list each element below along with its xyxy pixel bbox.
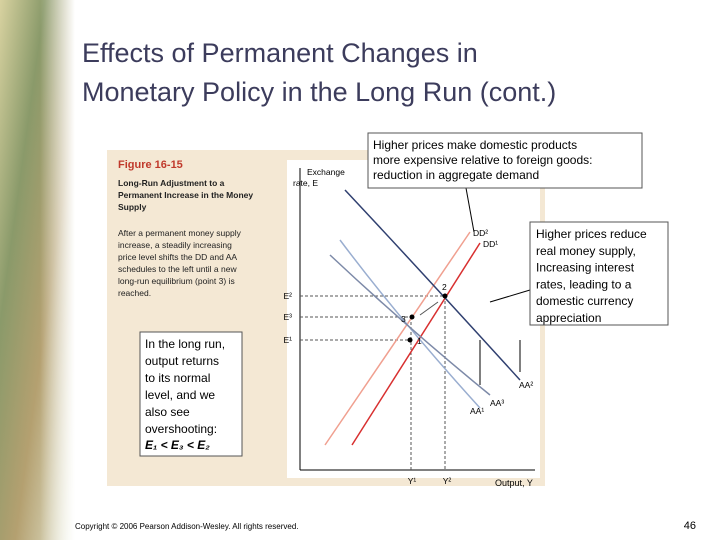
callout-box	[139, 331, 243, 457]
connectors	[465, 187, 531, 385]
aa2-curve	[344, 189, 521, 381]
copyright: Copyright © 2006 Pearson Addison-Wesley.…	[75, 522, 299, 531]
description-line: price level shifts the DD and AA	[118, 252, 237, 262]
e-label: E¹	[284, 335, 293, 345]
curve-label: AA¹	[470, 406, 484, 416]
callout-line: output returns	[145, 354, 219, 368]
figure-number: Figure 16-15	[118, 159, 183, 171]
description-line: After a permanent money supply	[118, 228, 242, 238]
callout-line: domestic currency	[536, 294, 633, 308]
equilibrium-point	[407, 337, 413, 343]
side-fade	[40, 0, 75, 540]
callout-box	[529, 221, 669, 326]
point-label: 2	[442, 282, 447, 292]
dd1-curve	[351, 242, 481, 446]
y-label: Y²	[443, 476, 452, 486]
y-axis-label: Exchange	[307, 167, 345, 177]
graph: Exchange rate, E Output, Y E² E³ E¹ Y¹ Y…	[284, 167, 535, 488]
point-label: 3	[401, 314, 406, 324]
adjustment-arrow	[419, 301, 439, 316]
caption-line: Long-Run Adjustment to a	[118, 178, 225, 188]
page-number: 46	[684, 520, 696, 532]
callout-line: real money supply,	[536, 244, 636, 258]
y-axis-label: rate, E	[293, 178, 318, 188]
callout-line: reduction in aggregate demand	[373, 168, 539, 182]
callout-line: Higher prices make domestic products	[373, 138, 577, 152]
e-label: E²	[284, 291, 293, 301]
callout-line: to its normal	[145, 371, 210, 385]
equilibrium-point	[442, 293, 448, 299]
callout-demand: Higher prices make domestic productsmore…	[373, 138, 592, 182]
guides	[300, 295, 446, 470]
description-line: reached.	[118, 288, 151, 298]
description-line: long-run equilibrium (point 3) is	[118, 276, 235, 286]
callout-line: Increasing interest	[536, 261, 635, 275]
overshooting-inequality: E₁ < E₃ < E₂	[145, 438, 210, 452]
curve-label: DD²	[473, 228, 488, 238]
callout-line: level, and we	[145, 388, 215, 402]
curve-label: DD¹	[483, 239, 498, 249]
x-axis-label: Output, Y	[495, 478, 533, 488]
e-label: E³	[284, 312, 293, 322]
callout-line: more expensive relative to foreign goods…	[373, 153, 592, 167]
callout-line: appreciation	[536, 311, 601, 325]
title: Effects of Permanent Changes in Monetary…	[82, 38, 556, 107]
title-line: Effects of Permanent Changes in	[82, 38, 478, 68]
aa1-curve	[339, 239, 481, 409]
callout-box	[367, 132, 643, 189]
callout-line: Higher prices reduce	[536, 227, 647, 241]
callout-line: overshooting:	[145, 422, 217, 436]
callout-line: rates, leading to a	[536, 277, 632, 291]
point-label: 1	[417, 336, 422, 346]
callout-line: also see	[145, 405, 190, 419]
aa3-curve	[329, 254, 491, 396]
equilibrium-point	[409, 314, 415, 320]
curve-label: AA³	[490, 398, 504, 408]
title-line: Monetary Policy in the Long Run (cont.)	[82, 77, 556, 107]
description-line: increase, a steadily increasing	[118, 240, 232, 250]
description-line: schedules to the left until a new	[118, 264, 237, 274]
y-label: Y¹	[408, 476, 417, 486]
caption-line: Permanent Increase in the Money	[118, 190, 253, 200]
callout-money: Higher prices reduce real money supply, In…	[536, 227, 647, 325]
dd2-curve	[324, 231, 471, 446]
callout-line: In the long run,	[145, 337, 225, 351]
figure-caption: Long-Run Adjustment to a Permanent Increa…	[118, 178, 253, 212]
callout-long-run: In the long run, output returns to its nor…	[145, 337, 225, 436]
figure-description: After a permanent money supply increase, …	[118, 228, 242, 298]
caption-line: Supply	[118, 202, 147, 212]
curve-label: AA²	[519, 380, 533, 390]
